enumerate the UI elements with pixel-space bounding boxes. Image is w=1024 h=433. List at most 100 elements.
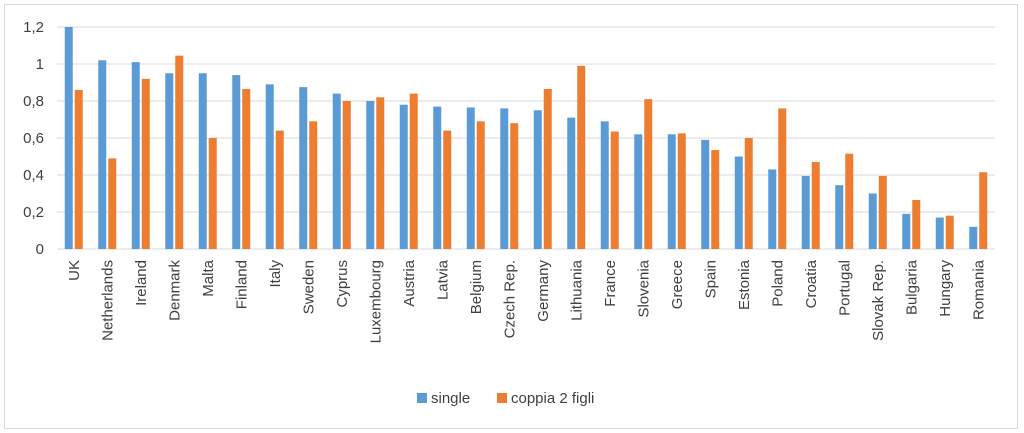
bar-coppia-2-figli	[878, 175, 887, 249]
x-category-label: Lithuania	[568, 259, 585, 321]
bar-coppia-2-figli	[510, 123, 519, 249]
bar-single	[466, 107, 475, 249]
x-category-label: Poland	[769, 260, 786, 307]
x-category-label: Belgium	[468, 260, 485, 314]
y-tick-label: 1	[36, 56, 44, 73]
bar-coppia-2-figli	[979, 172, 988, 249]
x-category-label: Sweden	[300, 260, 317, 314]
bar-single	[433, 106, 442, 249]
bar-single	[734, 156, 743, 249]
bar-single	[165, 73, 174, 249]
x-category-label: Finland	[233, 260, 250, 309]
x-category-label: Croatia	[803, 259, 820, 308]
bar-coppia-2-figli	[744, 138, 753, 249]
x-category-label: Netherlands	[99, 260, 116, 341]
x-category-label: Denmark	[166, 260, 183, 321]
x-category-label: Czech Rep.	[501, 260, 518, 338]
y-tick-label: 1,2	[23, 19, 44, 36]
y-tick-label: 0,4	[23, 167, 44, 184]
bar-single	[667, 134, 676, 249]
x-category-label: Austria	[401, 259, 418, 306]
bar-single	[600, 121, 609, 249]
x-category-label: Malta	[200, 259, 217, 296]
x-category-label: Germany	[535, 260, 552, 322]
legend: single coppia 2 figli	[417, 390, 594, 407]
x-category-label: UK	[66, 260, 83, 281]
bar-coppia-2-figli	[376, 97, 385, 249]
bar-coppia-2-figli	[677, 133, 686, 249]
bar-coppia-2-figli	[309, 121, 318, 249]
bar-single	[98, 60, 107, 249]
bar-coppia-2-figli	[409, 93, 418, 249]
y-tick-label: 0,2	[23, 204, 44, 221]
legend-swatch-coppia-2-figli	[497, 393, 507, 403]
bar-coppia-2-figli	[945, 215, 954, 249]
bar-coppia-2-figli	[342, 101, 351, 249]
x-category-label: Slovak Rep.	[870, 260, 887, 341]
x-category-label: Italy	[267, 260, 284, 288]
bar-coppia-2-figli	[778, 108, 787, 250]
bar-coppia-2-figli	[912, 199, 921, 249]
bar-single	[366, 101, 375, 249]
bar-single	[265, 84, 274, 249]
legend-label-single: single	[431, 390, 470, 407]
legend-swatch-single	[417, 393, 427, 403]
x-category-label: Bulgaria	[903, 259, 920, 315]
bar-single	[232, 75, 241, 249]
bar-single	[634, 134, 643, 249]
bar-coppia-2-figli	[476, 121, 485, 249]
y-tick-label: 0	[36, 241, 44, 258]
bar-single	[969, 226, 978, 249]
x-category-label: Spain	[702, 260, 719, 298]
legend-label-coppia-2-figli: coppia 2 figli	[511, 390, 594, 407]
bar-single	[835, 185, 844, 249]
bar-coppia-2-figli	[208, 138, 217, 249]
x-axis-category-labels: UK Netherlands Ireland Denmark Malta Finland I…	[66, 259, 988, 343]
bar-single	[131, 62, 140, 250]
bar-coppia-2-figli	[275, 130, 284, 249]
bar-single	[533, 110, 542, 249]
x-category-label: Estonia	[736, 259, 753, 310]
bar-coppia-2-figli	[543, 88, 552, 249]
bar-single	[768, 169, 777, 249]
bar-single	[332, 93, 341, 249]
x-category-label: Hungary	[937, 260, 954, 317]
x-category-label: Latvia	[434, 259, 451, 300]
bar-coppia-2-figli	[74, 89, 83, 250]
bar-coppia-2-figli	[108, 158, 117, 249]
x-category-label: Romania	[970, 259, 987, 320]
bar-coppia-2-figli	[711, 150, 720, 249]
gridlines	[57, 26, 995, 250]
bar-coppia-2-figli	[141, 78, 150, 249]
bar-single	[198, 73, 207, 249]
y-tick-label: 0,6	[23, 130, 44, 147]
bar-single	[399, 104, 408, 249]
bar-single	[935, 217, 944, 249]
y-axis-tick-labels: 0 0,2 0,4 0,6 0,8 1 1,2	[23, 19, 44, 258]
bar-coppia-2-figli	[610, 131, 619, 249]
bar-single	[299, 87, 308, 249]
bar-coppia-2-figli	[175, 55, 184, 249]
bar-single	[701, 139, 710, 249]
x-category-label: France	[602, 260, 619, 307]
y-tick-label: 0,8	[23, 93, 44, 110]
bar-coppia-2-figli	[811, 162, 820, 249]
bar-coppia-2-figli	[845, 153, 854, 249]
x-category-label: Luxembourg	[367, 260, 384, 343]
x-category-label: Portugal	[836, 260, 853, 316]
bar-single	[902, 213, 911, 249]
bar-single	[801, 175, 810, 249]
bar-single	[64, 27, 73, 249]
bar-coppia-2-figli	[577, 65, 586, 249]
bar-coppia-2-figli	[443, 130, 452, 249]
bars	[64, 27, 988, 250]
bar-single	[500, 108, 509, 250]
bar-coppia-2-figli	[644, 99, 653, 250]
bar-coppia-2-figli	[242, 88, 251, 249]
x-category-label: Greece	[669, 260, 686, 309]
x-category-label: Cyprus	[334, 260, 351, 308]
bar-single	[868, 193, 877, 249]
x-category-label: Slovenia	[635, 259, 652, 317]
bar-single	[567, 117, 576, 250]
